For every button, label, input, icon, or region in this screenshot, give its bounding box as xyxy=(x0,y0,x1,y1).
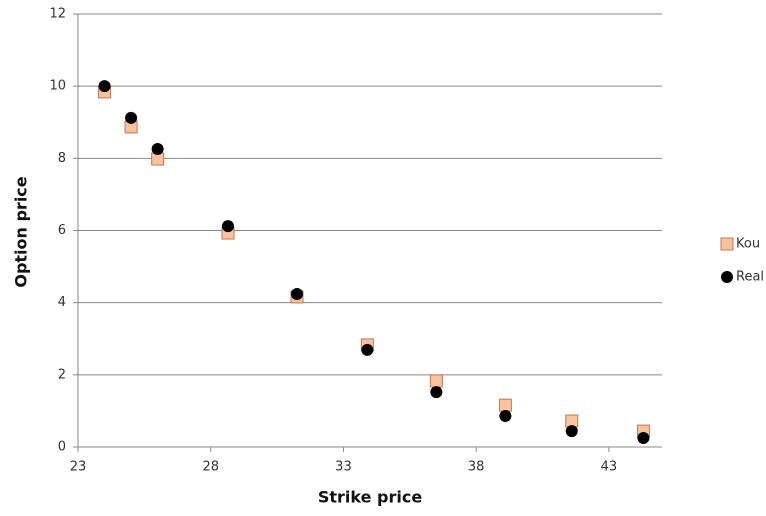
y-tick-label: 8 xyxy=(58,151,66,166)
marker xyxy=(361,343,374,356)
y-tick-label: 2 xyxy=(58,367,66,382)
legend-marker xyxy=(721,271,733,283)
marker xyxy=(430,386,443,399)
y-tick-label: 4 xyxy=(58,295,66,310)
marker xyxy=(565,425,578,438)
x-tick-label: 28 xyxy=(202,460,219,475)
x-tick-label: 33 xyxy=(335,460,352,475)
marker xyxy=(291,288,303,301)
marker xyxy=(125,111,138,124)
y-axis-title: Option price xyxy=(12,176,31,287)
x-axis-title: Strike price xyxy=(318,488,422,507)
x-tick-label: 23 xyxy=(70,460,87,475)
marker xyxy=(498,398,512,412)
x-tick-label: 43 xyxy=(601,460,618,475)
legend-label: Kou xyxy=(736,237,760,252)
marker xyxy=(221,220,234,233)
y-tick-label: 0 xyxy=(58,440,66,455)
legend-label: Real xyxy=(736,270,764,285)
marker xyxy=(98,80,111,93)
x-tick-label: 38 xyxy=(468,460,485,475)
marker xyxy=(637,431,650,444)
y-tick-label: 12 xyxy=(49,7,66,22)
legend-marker xyxy=(720,237,734,251)
y-tick-label: 10 xyxy=(49,79,66,94)
y-tick-label: 6 xyxy=(58,223,66,238)
marker xyxy=(429,374,443,388)
marker xyxy=(499,409,512,422)
marker xyxy=(151,142,164,155)
